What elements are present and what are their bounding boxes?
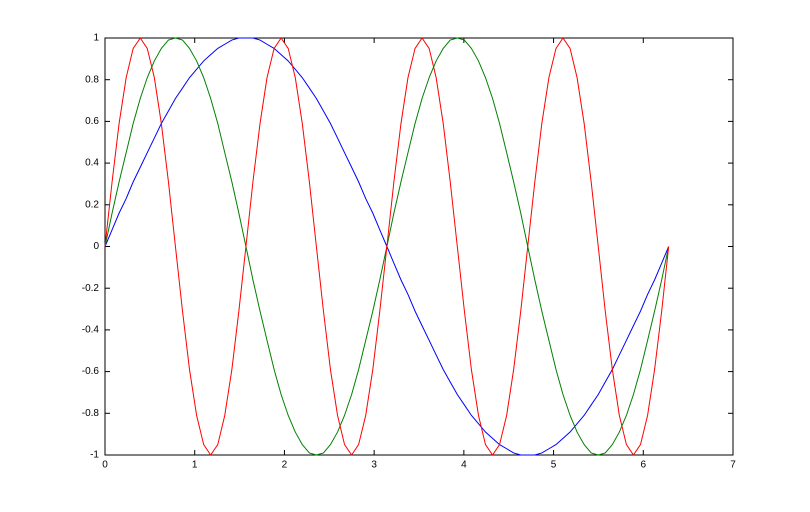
y-tick-label: 0 [93, 241, 99, 252]
axes-box [104, 37, 734, 456]
y-tick-label: 0.4 [85, 158, 99, 169]
y-tick-label: -0.4 [82, 325, 100, 336]
y-tick-label: 0.2 [85, 199, 99, 210]
x-tick-label: 5 [551, 460, 557, 471]
x-tick-label: 0 [102, 460, 108, 471]
y-tick-label: -0.2 [82, 283, 100, 294]
y-tick-label: 1 [93, 33, 99, 44]
y-tick-label: -0.8 [82, 408, 100, 419]
y-tick-label: 0.8 [85, 74, 99, 85]
x-tick-label: 3 [371, 460, 377, 471]
x-tick-label: 2 [282, 460, 288, 471]
x-tick-label: 4 [461, 460, 467, 471]
x-tick-label: 6 [641, 460, 647, 471]
x-tick-label: 7 [730, 460, 736, 471]
y-tick-label: 0.6 [85, 116, 99, 127]
y-tick-label: -0.6 [82, 366, 100, 377]
y-tick-label: -1 [90, 450, 99, 461]
x-tick-label: 1 [192, 460, 198, 471]
series-line [104, 37, 670, 456]
